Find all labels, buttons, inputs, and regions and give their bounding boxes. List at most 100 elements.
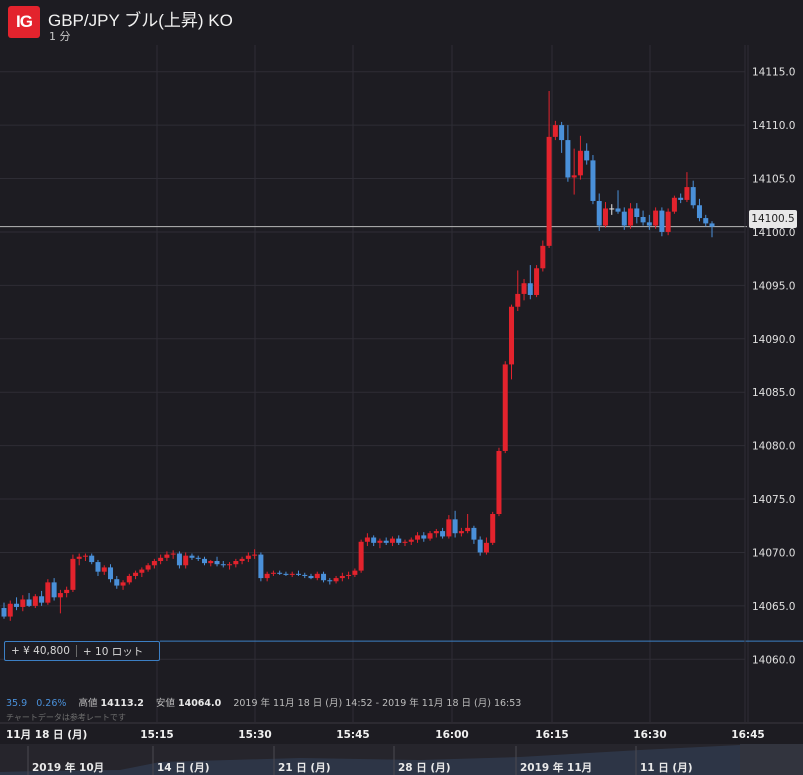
candle-body (396, 538, 402, 543)
candle (308, 573, 314, 580)
navigator-label: 21 日 (月) (278, 762, 331, 774)
candle-body (70, 558, 76, 590)
candle (76, 553, 82, 566)
candle-body (509, 306, 515, 365)
candle (458, 527, 464, 537)
candle-body (139, 569, 145, 573)
candle (502, 361, 508, 454)
candle (82, 553, 88, 562)
high-value: 14113.2 (100, 698, 144, 709)
candle (465, 513, 471, 534)
candle-body (1, 608, 7, 617)
candle (20, 595, 26, 612)
candle (227, 562, 233, 570)
candle-body (659, 210, 665, 232)
candle-body (596, 200, 602, 226)
ig-logo: IG (8, 6, 40, 38)
candle (552, 120, 558, 141)
navigator-label: 2019 年 10月 (32, 761, 104, 774)
candle (195, 555, 201, 562)
candle-body (696, 205, 702, 219)
candle (176, 551, 182, 569)
candle (220, 561, 226, 568)
candle-body (76, 556, 82, 559)
candle (671, 195, 677, 214)
candle-body (151, 561, 157, 566)
candle (1, 602, 7, 619)
candle-body (308, 575, 314, 579)
candle (201, 556, 207, 566)
candle-body (189, 555, 195, 558)
candle (32, 594, 38, 609)
candle-body (358, 541, 364, 571)
time-range: 2019 年 11月 18 日 (月) 14:52 - 2019 年 11月 1… (233, 698, 522, 709)
interval-label[interactable]: 1 分 (49, 30, 71, 43)
candle-body (283, 573, 289, 575)
candle (377, 538, 383, 549)
candle-body (678, 197, 684, 200)
candle-body (552, 125, 558, 137)
candle (151, 558, 157, 569)
candle-body (496, 450, 502, 514)
candle (89, 553, 95, 565)
candle-body (515, 293, 521, 307)
candle (615, 190, 621, 214)
candle-body (415, 535, 421, 540)
candle-body (521, 283, 527, 294)
candle-body (170, 553, 176, 555)
x-tick-label: 16:15 (535, 729, 568, 741)
candle-body (252, 554, 258, 556)
y-tick-label: 14060.0 (752, 654, 795, 666)
candle-body (270, 572, 276, 574)
candle (145, 563, 151, 572)
candle-body (327, 580, 333, 582)
candle-body (684, 187, 690, 200)
candle-body (201, 558, 207, 564)
candle-body (628, 208, 634, 226)
candle-body (64, 589, 70, 594)
candle-body (427, 533, 433, 539)
candle-body (621, 211, 627, 226)
candle (446, 515, 452, 539)
candle-body (402, 541, 408, 543)
x-tick-label: 16:45 (731, 729, 764, 741)
candle-body (640, 217, 646, 223)
candlestick-series (1, 90, 715, 621)
candle (208, 559, 214, 567)
candle (634, 203, 640, 224)
candle (233, 558, 239, 568)
time-axis: 11月 18 日 (月) 15:15 15:30 15:45 16:00 16:15 16:… (0, 722, 803, 741)
candle-body (51, 582, 57, 598)
candle (183, 552, 189, 569)
candle-body (527, 283, 533, 295)
change-percent: 0.26% (36, 698, 67, 709)
candle (26, 593, 32, 607)
candle-body (277, 572, 283, 574)
candle (120, 580, 126, 590)
candle (133, 570, 139, 580)
candle (659, 207, 665, 237)
candle (170, 550, 176, 559)
y-tick-label: 14100.0 (752, 227, 795, 239)
x-tick-label: 16:00 (435, 729, 468, 741)
candle (252, 549, 258, 559)
candle-body (126, 575, 132, 583)
candle (559, 121, 565, 153)
candle-body (389, 538, 395, 543)
candle-body (408, 539, 414, 542)
y-tick-label: 14075.0 (752, 494, 795, 506)
y-tick-label: 14065.0 (752, 601, 795, 613)
candle-body (39, 596, 45, 603)
candle (333, 575, 339, 584)
candle (496, 447, 502, 517)
position-summary[interactable]: + ¥ 40,800 + 10 ロット (4, 641, 160, 661)
candle-body (483, 542, 489, 553)
candle-body (653, 210, 659, 226)
candle (602, 202, 608, 228)
candle-body (26, 599, 32, 606)
candle-body (133, 572, 139, 576)
candle-body (233, 561, 239, 565)
candle (477, 536, 483, 556)
navigator-label: 14 日 (月) (157, 762, 210, 774)
candle (483, 537, 489, 555)
